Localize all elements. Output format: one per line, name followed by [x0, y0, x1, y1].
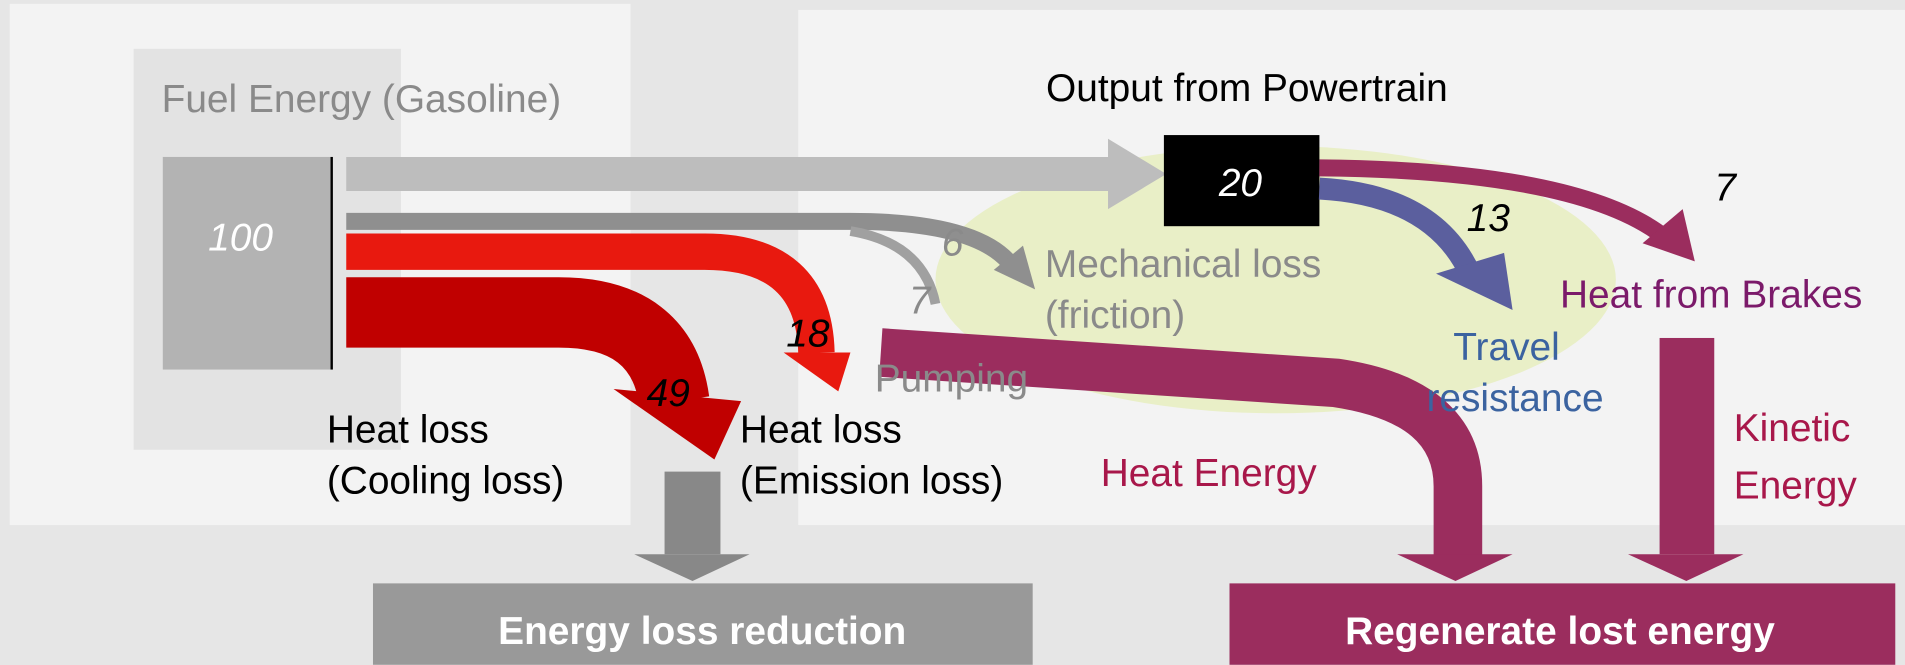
kinetic-flow: [1660, 338, 1715, 554]
source-box: [163, 157, 331, 370]
travel-label: Travel: [1453, 326, 1560, 369]
regenerate-label: Regenerate lost energy: [1345, 610, 1775, 653]
output-value: 20: [1218, 162, 1263, 205]
travel-label: resistance: [1426, 377, 1603, 420]
travel-value: 13: [1467, 197, 1511, 240]
kinetic-label: Kinetic: [1734, 407, 1851, 450]
brake-value: 7: [1714, 167, 1737, 210]
reduce-flow: [665, 472, 721, 555]
source-value: 100: [208, 216, 273, 259]
source-label: Fuel Energy (Gasoline): [162, 78, 562, 121]
diagram: Fuel Energy (Gasoline) 100 Output from P…: [0, 0, 1905, 665]
source-edge: [330, 157, 332, 370]
emission-value: 18: [786, 312, 830, 355]
mechanical-value: 6: [942, 221, 964, 264]
mechanical-label: (friction): [1045, 294, 1185, 337]
output-label: Output from Powertrain: [1046, 67, 1448, 110]
mechanical-label: Mechanical loss: [1045, 243, 1321, 286]
emission-label: Heat loss: [740, 408, 902, 451]
reduce-label: Energy loss reduction: [498, 610, 906, 653]
cooling-label: Heat loss: [327, 408, 489, 451]
cooling-value: 49: [647, 372, 690, 415]
pumping-value: 7: [909, 280, 932, 323]
emission-label: (Emission loss): [740, 459, 1003, 502]
kinetic-label: Energy: [1734, 464, 1858, 507]
brake-label: Heat from Brakes: [1560, 274, 1862, 317]
pumping-label: Pumping: [875, 357, 1028, 400]
cooling-label: (Cooling loss): [327, 459, 565, 502]
heat-energy-label: Heat Energy: [1101, 452, 1318, 495]
